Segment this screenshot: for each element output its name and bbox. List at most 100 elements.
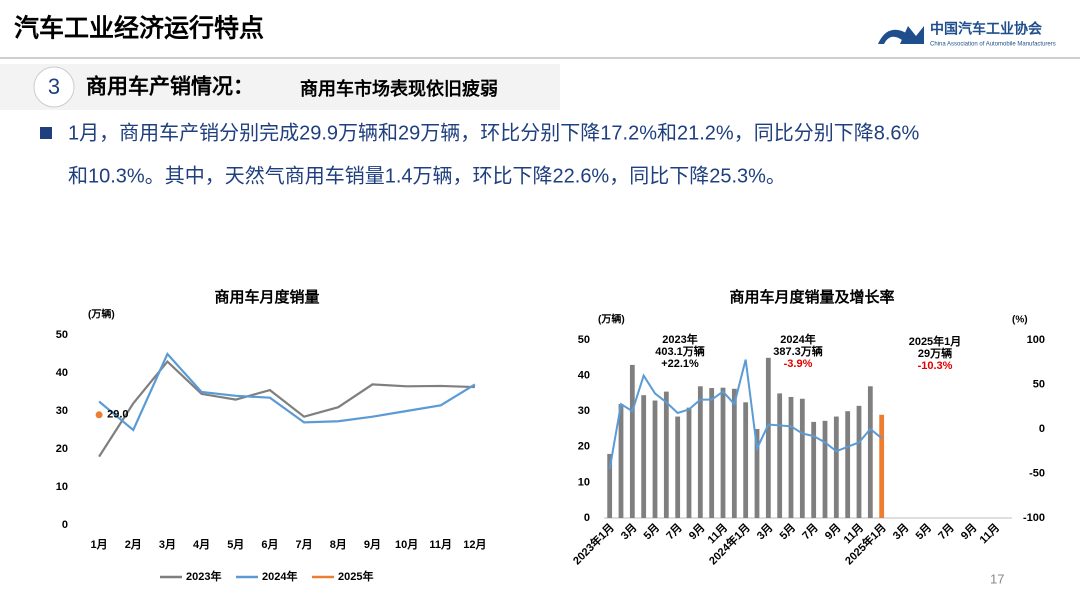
y-axis-label: (万辆) [88, 308, 115, 321]
bar [607, 453, 613, 518]
bar [720, 387, 726, 518]
y2-tick-label: 0 [1039, 423, 1045, 435]
annotation: 387.3万辆 [773, 344, 823, 358]
section-band [0, 64, 560, 110]
bar [856, 405, 862, 518]
bar [833, 416, 839, 518]
bar [743, 402, 749, 518]
annotation: 403.1万辆 [655, 344, 705, 358]
x-tick-label: 7月 [936, 521, 957, 542]
line [98, 352, 476, 432]
annotation: 2025年1月 [909, 334, 962, 348]
section-badge [33, 66, 75, 108]
bar [754, 429, 760, 518]
bar [641, 395, 647, 518]
bar [675, 416, 681, 518]
x-tick-label: 11月 [977, 521, 1002, 546]
section-subtitle: 商用车市场表现依旧疲弱 [300, 78, 498, 99]
chart-title: 商用车月度销量 [214, 288, 319, 306]
x-tick-label: 2023年1月 [570, 520, 617, 567]
bar [686, 407, 692, 518]
logo-cn: 中国汽车工业协会 [930, 21, 1043, 37]
annotation: 2023年 [662, 332, 697, 346]
bullet [40, 127, 52, 139]
bar [799, 398, 805, 518]
annotation: -10.3% [918, 360, 953, 372]
y2-tick-label: 100 [1027, 334, 1045, 346]
bar [652, 400, 658, 518]
y-tick-label: 0 [584, 512, 590, 524]
x-tick-label: 5月 [777, 521, 798, 542]
x-tick-label: 3月 [618, 521, 639, 542]
line [608, 359, 883, 470]
bar [867, 386, 873, 518]
bar [879, 414, 885, 518]
logo-en: China Association of Automobile Manufact… [930, 42, 1056, 48]
bar [822, 420, 828, 518]
y-tick-label: 10 [578, 476, 590, 488]
y-tick-label: 50 [578, 334, 590, 346]
logo-icon [878, 26, 924, 44]
bar [663, 391, 669, 518]
point [95, 411, 103, 419]
x-tick-label: 3月 [754, 521, 775, 542]
y-tick-label: 40 [578, 370, 590, 382]
x-tick-label: 9月 [364, 538, 381, 551]
y-tick-label: 30 [578, 405, 590, 417]
x-tick-label: 1月 [91, 538, 108, 551]
y-axis-label: (万辆) [598, 313, 625, 326]
bar [709, 388, 715, 518]
y-tick-label: 30 [56, 405, 68, 417]
x-tick-label: 3月 [159, 538, 176, 551]
section-number: 3 [48, 74, 60, 99]
x-tick-label: 8月 [330, 538, 347, 551]
legend-label: 2025年 [338, 569, 373, 583]
bar [777, 393, 783, 518]
y-tick-label: 50 [56, 329, 68, 341]
x-tick-label: 9月 [686, 521, 707, 542]
paragraph-line: 和10.3%。其中，天然气商用车销量1.4万辆，环比下降22.6%，同比下降25… [68, 164, 786, 187]
y-tick-label: 20 [56, 443, 68, 455]
x-tick-label: 7月 [296, 538, 313, 551]
y-tick-label: 10 [56, 481, 68, 493]
legend-label: 2023年 [186, 569, 221, 583]
bar [788, 396, 794, 518]
x-tick-label: 7月 [800, 521, 821, 542]
annotation: -3.9% [784, 358, 813, 370]
x-tick-label: 11月 [429, 538, 452, 551]
x-tick-label: 10月 [395, 538, 418, 551]
y-tick-label: 20 [578, 441, 590, 453]
x-tick-label: 4月 [193, 538, 210, 551]
bar [618, 404, 624, 518]
y2-tick-label: -50 [1029, 467, 1045, 479]
y-tick-label: 40 [56, 367, 68, 379]
y2-tick-label: 50 [1033, 378, 1045, 390]
x-tick-label: 5月 [227, 538, 244, 551]
x-tick-label: 3月 [890, 521, 911, 542]
annotation: +22.1% [661, 358, 699, 370]
page-number: 17 [990, 571, 1004, 586]
x-tick-label: 12月 [463, 538, 486, 551]
x-tick-label: 9月 [822, 521, 843, 542]
x-tick-label: 5月 [913, 521, 934, 542]
bar [765, 357, 771, 518]
y2-axis-label: (%) [1012, 315, 1028, 326]
x-tick-label: 9月 [958, 521, 979, 542]
x-tick-label: 5月 [641, 521, 662, 542]
data-label: 29.0 [107, 409, 128, 421]
x-tick-label: 7月 [664, 521, 685, 542]
slide-title: 汽车工业经济运行特点 [14, 14, 264, 43]
section-title: 商用车产销情况： [86, 75, 254, 99]
chart-title: 商用车月度销量及增长率 [729, 288, 894, 306]
annotation: 2024年 [780, 332, 815, 346]
x-tick-label: 6月 [261, 538, 278, 551]
y2-tick-label: -100 [1023, 512, 1045, 524]
annotation: 29万辆 [918, 346, 952, 360]
paragraph-line: 1月，商用车产销分别完成29.9万辆和29万辆，环比分别下降17.2%和21.2… [68, 121, 920, 144]
bar [845, 411, 851, 518]
x-tick-label: 2月 [125, 538, 142, 551]
bar [629, 364, 635, 518]
bar [697, 386, 703, 518]
bar [731, 388, 737, 518]
